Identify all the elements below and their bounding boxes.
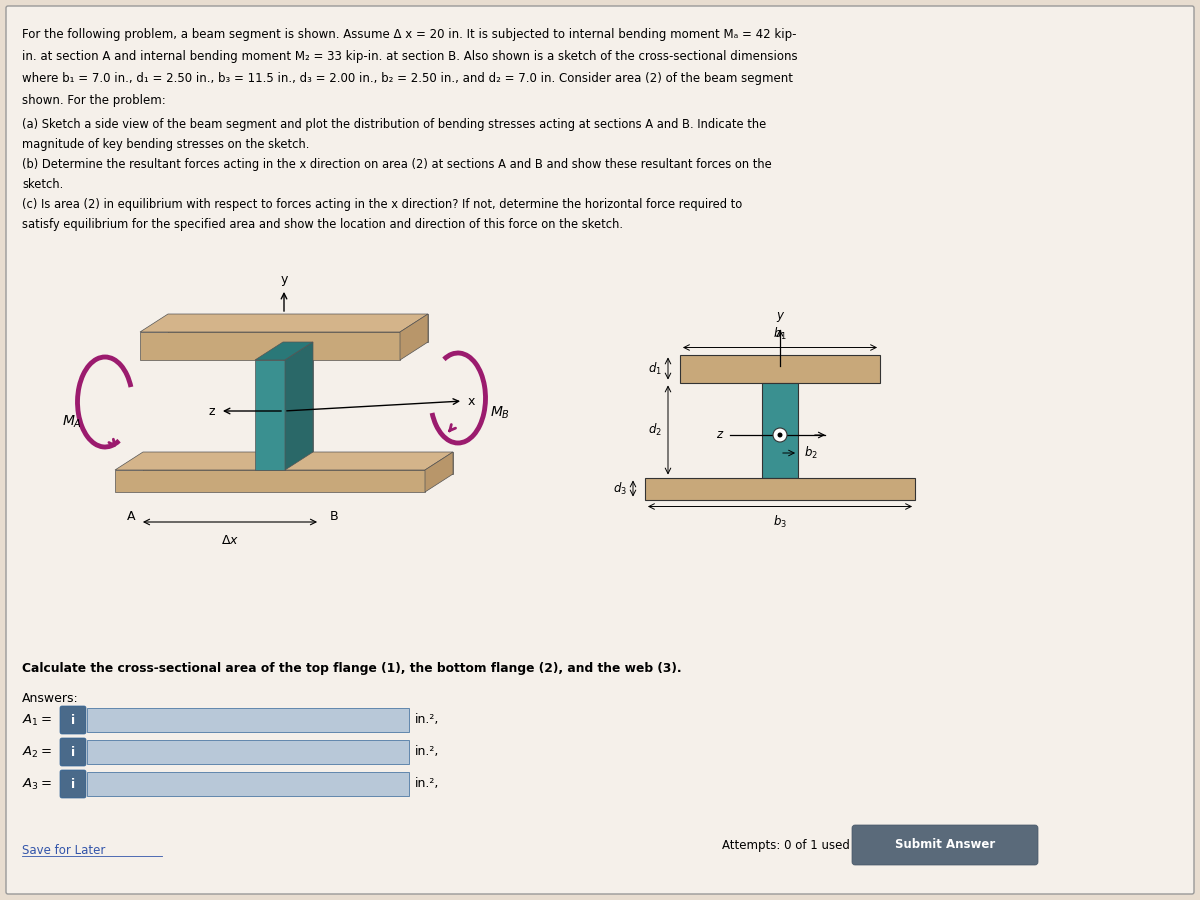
Text: Save for Later: Save for Later bbox=[22, 843, 106, 857]
Text: satisfy equilibrium for the specified area and show the location and direction o: satisfy equilibrium for the specified ar… bbox=[22, 218, 623, 231]
Text: z: z bbox=[716, 428, 722, 442]
Polygon shape bbox=[140, 314, 428, 332]
Text: (a) Sketch a side view of the beam segment and plot the distribution of bending : (a) Sketch a side view of the beam segme… bbox=[22, 118, 767, 131]
Polygon shape bbox=[143, 452, 454, 474]
Circle shape bbox=[773, 428, 787, 442]
Text: $b_2$: $b_2$ bbox=[804, 445, 818, 461]
Bar bbox=[762, 382, 798, 478]
Text: in.²,: in.², bbox=[415, 745, 439, 759]
Text: $b_3$: $b_3$ bbox=[773, 514, 787, 529]
FancyBboxPatch shape bbox=[88, 772, 409, 796]
Text: Submit Answer: Submit Answer bbox=[895, 839, 995, 851]
Polygon shape bbox=[140, 332, 400, 360]
Text: Calculate the cross-sectional area of the top flange (1), the bottom flange (2),: Calculate the cross-sectional area of th… bbox=[22, 662, 682, 675]
Text: $d_1$: $d_1$ bbox=[648, 361, 662, 376]
Text: $b_1$: $b_1$ bbox=[773, 326, 787, 341]
Text: where b₁ = 7.0 in., d₁ = 2.50 in., b₃ = 11.5 in., d₃ = 2.00 in., b₂ = 2.50 in., : where b₁ = 7.0 in., d₁ = 2.50 in., b₃ = … bbox=[22, 72, 793, 85]
Polygon shape bbox=[425, 452, 454, 492]
Polygon shape bbox=[256, 342, 313, 360]
FancyBboxPatch shape bbox=[60, 706, 86, 734]
FancyBboxPatch shape bbox=[6, 6, 1194, 894]
Text: B: B bbox=[330, 510, 338, 523]
Bar bbox=[646, 478, 914, 500]
Text: $M_A$: $M_A$ bbox=[62, 414, 82, 430]
Polygon shape bbox=[168, 314, 428, 342]
Text: in.²,: in.², bbox=[415, 778, 439, 790]
Polygon shape bbox=[256, 360, 286, 470]
Text: in. at section A and internal bending moment M₂ = 33 kip-in. at section B. Also : in. at section A and internal bending mo… bbox=[22, 50, 798, 63]
FancyBboxPatch shape bbox=[88, 708, 409, 732]
Text: A: A bbox=[126, 510, 134, 523]
Text: $A_3 =$: $A_3 =$ bbox=[22, 777, 53, 792]
Text: (b) Determine the resultant forces acting in the x direction on area (2) at sect: (b) Determine the resultant forces actin… bbox=[22, 158, 772, 171]
Text: $A_2 =$: $A_2 =$ bbox=[22, 744, 53, 760]
Text: i: i bbox=[71, 778, 76, 790]
Text: magnitude of key bending stresses on the sketch.: magnitude of key bending stresses on the… bbox=[22, 138, 310, 151]
FancyBboxPatch shape bbox=[60, 770, 86, 798]
Polygon shape bbox=[286, 342, 313, 470]
Text: y: y bbox=[776, 310, 784, 322]
FancyBboxPatch shape bbox=[60, 738, 86, 766]
Polygon shape bbox=[115, 470, 425, 492]
Text: (c) Is area (2) in equilibrium with respect to forces acting in the x direction?: (c) Is area (2) in equilibrium with resp… bbox=[22, 198, 743, 211]
Text: Answers:: Answers: bbox=[22, 692, 79, 705]
Circle shape bbox=[778, 433, 782, 437]
Polygon shape bbox=[115, 452, 454, 470]
Polygon shape bbox=[283, 342, 313, 452]
Bar bbox=[680, 355, 880, 382]
Text: in.²,: in.², bbox=[415, 714, 439, 726]
Text: Attempts: 0 of 1 used: Attempts: 0 of 1 used bbox=[722, 839, 850, 851]
FancyBboxPatch shape bbox=[852, 825, 1038, 865]
Text: $d_2$: $d_2$ bbox=[648, 422, 662, 438]
Text: sketch.: sketch. bbox=[22, 178, 64, 191]
Text: $M_B$: $M_B$ bbox=[490, 405, 510, 421]
Text: y: y bbox=[281, 273, 288, 286]
Text: For the following problem, a beam segment is shown. Assume Δ x = 20 in. It is su: For the following problem, a beam segmen… bbox=[22, 28, 797, 41]
Text: i: i bbox=[71, 714, 76, 726]
Text: i: i bbox=[71, 745, 76, 759]
Text: $A_1 =$: $A_1 =$ bbox=[22, 713, 53, 727]
Text: z: z bbox=[209, 404, 215, 418]
Polygon shape bbox=[400, 314, 428, 360]
Text: $d_3$: $d_3$ bbox=[613, 481, 628, 497]
Text: x: x bbox=[468, 394, 475, 408]
Text: $\Delta x$: $\Delta x$ bbox=[221, 534, 239, 547]
FancyBboxPatch shape bbox=[88, 740, 409, 764]
Text: shown. For the problem:: shown. For the problem: bbox=[22, 94, 166, 107]
